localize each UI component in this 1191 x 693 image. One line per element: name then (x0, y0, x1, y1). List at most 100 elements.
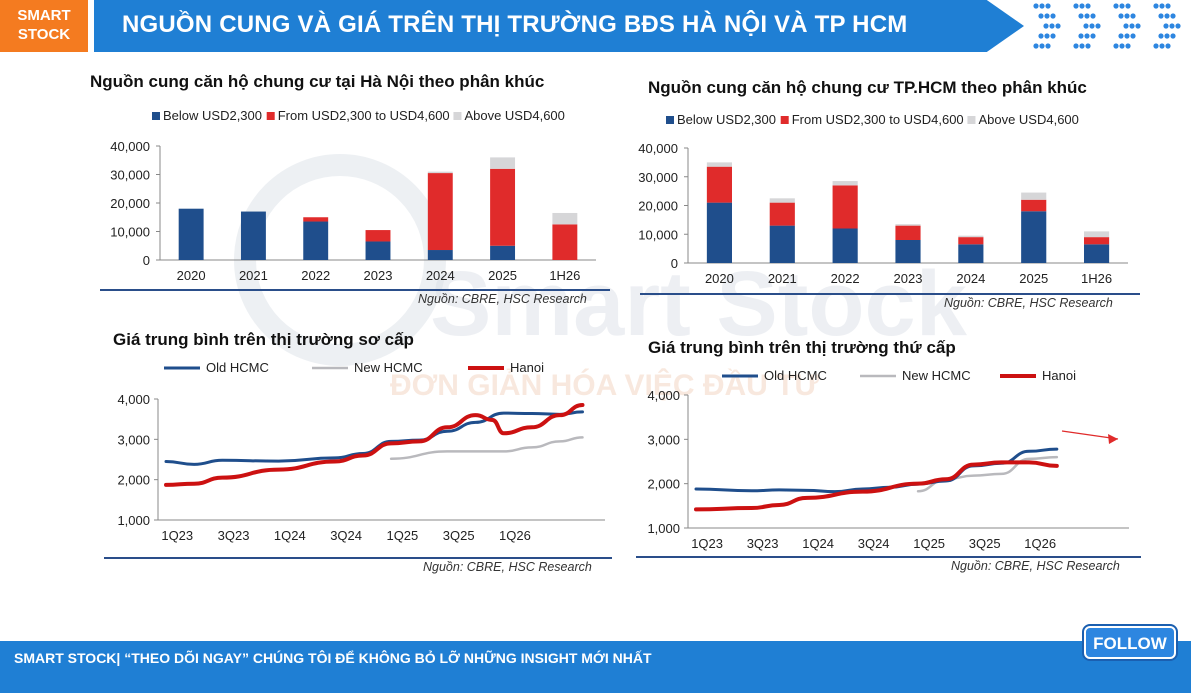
chevron-dots-icon (1033, 3, 1181, 49)
bar-segment (832, 228, 858, 263)
dot (1170, 13, 1176, 19)
legend-label: Hanoi (510, 360, 544, 375)
y-tick-label: 1,000 (647, 521, 680, 536)
divider (640, 293, 1140, 295)
dot (1078, 33, 1084, 39)
x-tick-label: 1Q26 (499, 528, 531, 543)
dot (1073, 3, 1079, 9)
x-tick-label: 2023 (894, 271, 923, 286)
dot (1164, 13, 1170, 19)
legend-label: Hanoi (1042, 368, 1076, 383)
dot (1043, 23, 1049, 29)
dot (1044, 13, 1050, 19)
x-tick-label: 2022 (301, 268, 330, 283)
dot (1125, 43, 1131, 49)
x-tick-label: 3Q23 (218, 528, 250, 543)
title-banner (94, 0, 1024, 52)
dot (1169, 23, 1175, 29)
y-tick-label: 1,000 (117, 513, 150, 528)
dot (1170, 33, 1176, 39)
y-tick-label: 2,000 (117, 473, 150, 488)
bar-segment (895, 224, 921, 226)
bar-segment (769, 225, 795, 263)
trend-arrow-head (1108, 434, 1118, 444)
chart-title-primary-price: Giá trung bình trên thị trường sơ cấp (113, 330, 414, 349)
series-line (164, 410, 584, 466)
dot (1038, 33, 1044, 39)
x-tick-label: 1Q24 (274, 528, 306, 543)
bar-segment (552, 224, 578, 260)
x-tick-label: 2020 (177, 268, 206, 283)
source-note: Nguồn: CBRE, HSC Research (418, 292, 587, 306)
y-tick-label: 4,000 (117, 392, 150, 407)
x-tick-label: 1Q23 (161, 528, 193, 543)
bar-segment (1084, 244, 1110, 263)
bar-segment (552, 212, 578, 225)
dot (1050, 13, 1056, 19)
dot (1164, 33, 1170, 39)
chart-hcmc-supply: Below USD2,300 From USD2,300 to USD4,600 A… (638, 112, 1128, 286)
x-tick-label: 1Q24 (802, 536, 834, 551)
bar-segment (240, 211, 266, 260)
bar-segment (365, 241, 391, 260)
divider (100, 289, 610, 291)
dot (1153, 3, 1159, 9)
dot (1175, 23, 1181, 29)
x-tick-label: 3Q25 (969, 536, 1001, 551)
dot (1124, 33, 1130, 39)
dot (1033, 43, 1039, 49)
dot (1113, 43, 1119, 49)
dot (1118, 13, 1124, 19)
dot (1159, 43, 1165, 49)
bar-segment (490, 168, 516, 246)
bar-segment (895, 225, 921, 240)
bar-segment (706, 202, 732, 263)
dot (1085, 3, 1091, 9)
legend-swatch (780, 116, 789, 124)
divider (104, 557, 612, 559)
source-note: Nguồn: CBRE, HSC Research (951, 559, 1120, 573)
source-note: Nguồn: CBRE, HSC Research (944, 296, 1113, 310)
legend-label: Below USD2,300 (163, 108, 262, 123)
x-tick-label: 1Q23 (691, 536, 723, 551)
dot (1119, 43, 1125, 49)
bar-segment (706, 166, 732, 203)
bar-segment (490, 245, 516, 260)
bar-segment (958, 235, 984, 238)
x-tick-label: 3Q24 (330, 528, 362, 543)
dot (1118, 33, 1124, 39)
dot (1159, 3, 1165, 9)
x-tick-label: 2022 (831, 271, 860, 286)
dot (1039, 43, 1045, 49)
y-tick-label: 0 (671, 256, 678, 271)
dot (1055, 23, 1061, 29)
dot (1123, 23, 1129, 29)
logo-line-1: SMART (17, 7, 71, 24)
legend-swatch (266, 112, 275, 120)
x-tick-label: 1H26 (549, 268, 580, 283)
bar-segment (1084, 237, 1110, 245)
chart-secondary-price: Old HCMC New HCMC Hanoi 1,000 2,000 3,000 4,00… (647, 368, 1129, 551)
bar-segment (769, 202, 795, 226)
y-tick-label: 3,000 (647, 432, 680, 447)
x-tick-label: 1H26 (1081, 271, 1112, 286)
dot (1084, 13, 1090, 19)
bar-segment (178, 208, 204, 260)
legend-label: New HCMC (354, 360, 423, 375)
dot (1079, 3, 1085, 9)
dot (1090, 13, 1096, 19)
legend-label: Below USD2,300 (677, 112, 776, 127)
x-tick-label: 2024 (426, 268, 455, 283)
dot (1090, 33, 1096, 39)
legend-label: Above USD4,600 (464, 108, 564, 123)
dot (1038, 13, 1044, 19)
source-note: Nguồn: CBRE, HSC Research (423, 560, 592, 574)
follow-button[interactable]: FOLLOW (1084, 626, 1176, 659)
legend-label: Old HCMC (764, 368, 827, 383)
bar-segment (832, 181, 858, 186)
dot (1130, 33, 1136, 39)
legend-label: New HCMC (902, 368, 971, 383)
bar-segment (958, 244, 984, 263)
chart-title-secondary-price: Giá trung bình trên thị trường thứ cấp (648, 338, 956, 357)
bar-segment (427, 171, 453, 174)
